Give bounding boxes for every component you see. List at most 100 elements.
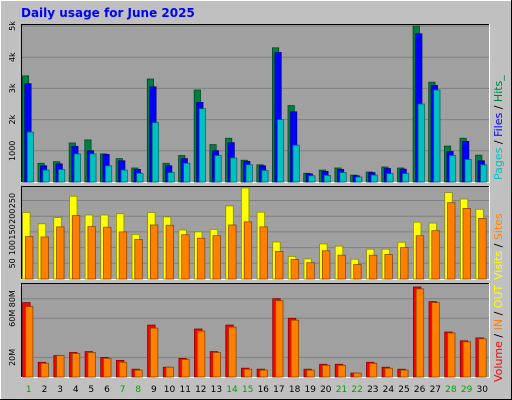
x-tick-label-day-10: 10 — [164, 385, 176, 395]
x-tick-label-day-7: 7 — [120, 385, 126, 395]
legend-sep-4: / — [492, 330, 505, 341]
bar-pages-day-25 — [402, 173, 410, 183]
y-tick-label: 2k — [8, 114, 17, 124]
bar-pages-day-28 — [448, 155, 457, 183]
panel-hits-files-pages: 5k 4k 3k 2k 1000 — [8, 21, 490, 183]
x-tick-label-day-1: 1 — [26, 385, 32, 395]
series-sites — [24, 202, 487, 280]
bar-in-day-17 — [275, 300, 284, 378]
bar-pages-day-14 — [230, 157, 238, 183]
bar-sites-day-25 — [400, 247, 409, 280]
legend-in: IN — [492, 319, 505, 330]
bar-sites-day-23 — [368, 254, 378, 280]
x-tick-label-day-4: 4 — [73, 385, 79, 395]
panel-plot-area — [21, 24, 490, 183]
x-tick-label-day-19: 19 — [304, 385, 316, 395]
bar-sites-day-14 — [228, 224, 237, 280]
x-tick-label-day-24: 24 — [383, 385, 395, 395]
x-tick-label-day-6: 6 — [104, 385, 110, 395]
x-tick-label-day-27: 27 — [430, 385, 441, 395]
bar-in-day-26 — [415, 288, 425, 378]
y-tick-label: 80M — [8, 290, 17, 307]
x-tick-label-day-16: 16 — [258, 385, 270, 395]
bar-sites-day-16 — [259, 226, 268, 280]
y-tick-label: 60M — [8, 310, 17, 327]
bar-sites-day-10 — [165, 224, 175, 280]
x-tick-label-day-25: 25 — [398, 385, 409, 395]
panel-volume: 80M 60M 20M — [8, 283, 490, 378]
bar-sites-day-17 — [275, 250, 284, 280]
bar-in-day-21 — [337, 364, 346, 378]
bar-pages-day-6 — [105, 165, 113, 183]
y-tick-label: 3k — [8, 83, 17, 93]
bar-sites-day-20 — [321, 250, 331, 280]
legend-visits: Visits — [492, 251, 505, 280]
series-pages — [26, 89, 488, 183]
bar-in-day-8 — [134, 369, 143, 378]
x-tick-label-day-5: 5 — [88, 385, 94, 395]
legend-sep-3: / — [492, 240, 505, 251]
bar-pages-day-18 — [292, 144, 300, 183]
bar-in-day-11 — [181, 358, 190, 378]
bar-pages-day-11 — [183, 162, 191, 183]
bar-pages-day-23 — [370, 174, 378, 183]
bar-in-day-3 — [56, 355, 65, 378]
chart-legends: Pages / Files / Hits_ Visits / Sites Vol… — [492, 75, 505, 382]
x-tick-label-day-20: 20 — [320, 385, 332, 395]
bar-sites-day-11 — [181, 234, 190, 280]
y-tick-label: 150 — [8, 224, 17, 239]
bar-in-day-20 — [321, 364, 331, 378]
bar-pages-day-30 — [480, 164, 488, 183]
x-tick-label-day-14: 14 — [226, 385, 238, 395]
bar-sites-day-9 — [149, 224, 159, 280]
legend-files: Files — [492, 113, 505, 137]
legend-volume: Volume — [492, 341, 505, 382]
bar-sites-day-19 — [306, 262, 315, 280]
legend-sep-5: / — [492, 308, 505, 319]
bar-in-day-29 — [462, 341, 472, 378]
bar-in-day-19 — [306, 369, 315, 378]
bar-pages-day-5 — [89, 153, 97, 183]
x-tick-label-day-21: 21 — [336, 385, 347, 395]
x-tick-label-day-3: 3 — [57, 385, 63, 395]
bar-sites-day-3 — [56, 226, 65, 280]
y-tick-label: 1000 — [8, 141, 17, 161]
legend-pages: Pages — [492, 147, 505, 180]
legend-sites: Sites — [492, 213, 505, 240]
bar-sites-day-12 — [196, 237, 206, 280]
bar-in-day-5 — [87, 352, 96, 378]
bar-in-day-14 — [228, 326, 237, 378]
bar-in-day-10 — [165, 366, 175, 378]
bar-sites-day-5 — [87, 226, 96, 280]
y-tick-label: 200 — [8, 209, 17, 224]
bar-pages-day-17 — [276, 119, 285, 183]
bar-pages-day-19 — [308, 175, 316, 183]
bar-sites-day-15 — [243, 221, 253, 280]
bar-in-day-7 — [118, 361, 128, 378]
bar-sites-day-28 — [447, 202, 456, 280]
bar-pages-day-12 — [198, 108, 206, 183]
bar-sites-day-29 — [462, 207, 472, 280]
x-tick-label-day-8: 8 — [135, 385, 141, 395]
bar-in-day-1 — [24, 306, 34, 378]
y-tick-label: 5k — [8, 21, 17, 31]
legend-out: OUT — [492, 284, 505, 308]
bar-in-day-13 — [212, 352, 221, 378]
bar-in-day-22 — [353, 372, 362, 378]
bar-in-day-28 — [447, 332, 456, 378]
bar-sites-day-8 — [134, 239, 143, 280]
bar-sites-day-24 — [384, 254, 393, 280]
bar-pages-day-10 — [167, 172, 175, 183]
bar-in-day-27 — [431, 302, 440, 378]
x-tick-label-day-18: 18 — [289, 385, 301, 395]
legend-sep-2: / — [492, 102, 505, 113]
bar-pages-day-2 — [42, 169, 50, 183]
bar-sites-day-18 — [290, 259, 300, 280]
y-tick-label: 250 — [8, 193, 17, 208]
y-tick-label: 50 — [8, 258, 17, 268]
bar-in-day-12 — [196, 330, 206, 378]
bar-in-day-24 — [384, 367, 393, 378]
bar-sites-day-13 — [212, 235, 221, 280]
bar-pages-day-21 — [339, 172, 347, 183]
